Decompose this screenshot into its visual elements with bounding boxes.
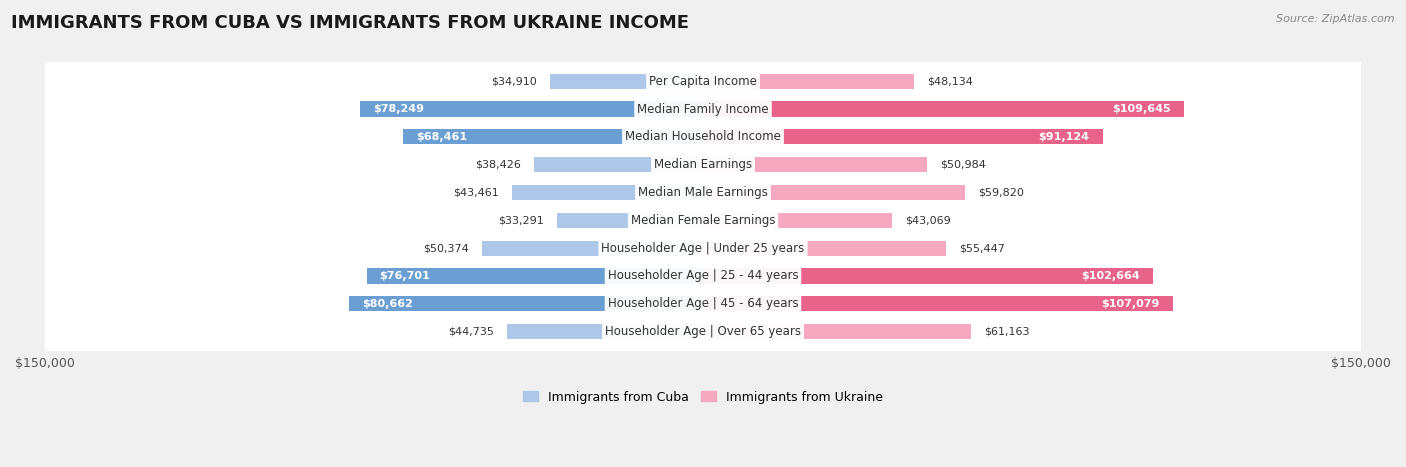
- Text: $38,426: $38,426: [475, 160, 522, 170]
- Text: $68,461: $68,461: [416, 132, 467, 142]
- FancyBboxPatch shape: [39, 0, 1367, 467]
- FancyBboxPatch shape: [39, 0, 1367, 467]
- Bar: [703, 157, 927, 172]
- Text: Per Capita Income: Per Capita Income: [650, 75, 756, 88]
- Text: Median Household Income: Median Household Income: [626, 130, 780, 143]
- Text: $50,984: $50,984: [939, 160, 986, 170]
- Text: Householder Age | 45 - 64 years: Householder Age | 45 - 64 years: [607, 297, 799, 310]
- Text: $59,820: $59,820: [979, 187, 1025, 198]
- Text: $44,735: $44,735: [447, 326, 494, 337]
- Text: $78,249: $78,249: [373, 104, 423, 114]
- Text: $109,645: $109,645: [1112, 104, 1171, 114]
- Text: IMMIGRANTS FROM CUBA VS IMMIGRANTS FROM UKRAINE INCOME: IMMIGRANTS FROM CUBA VS IMMIGRANTS FROM …: [11, 14, 689, 32]
- Bar: [534, 157, 703, 172]
- FancyBboxPatch shape: [39, 0, 1367, 467]
- Text: $50,374: $50,374: [423, 243, 468, 253]
- Bar: [349, 296, 703, 311]
- Bar: [703, 185, 966, 200]
- Bar: [512, 185, 703, 200]
- Bar: [703, 324, 972, 340]
- Text: $91,124: $91,124: [1039, 132, 1090, 142]
- Bar: [703, 101, 1184, 117]
- Bar: [557, 212, 703, 228]
- Text: Householder Age | Over 65 years: Householder Age | Over 65 years: [605, 325, 801, 338]
- Text: $43,069: $43,069: [905, 215, 950, 225]
- Bar: [360, 101, 703, 117]
- Legend: Immigrants from Cuba, Immigrants from Ukraine: Immigrants from Cuba, Immigrants from Uk…: [517, 386, 889, 409]
- Text: Median Male Earnings: Median Male Earnings: [638, 186, 768, 199]
- Bar: [402, 129, 703, 144]
- Text: $33,291: $33,291: [498, 215, 544, 225]
- FancyBboxPatch shape: [39, 0, 1367, 467]
- Bar: [703, 212, 891, 228]
- FancyBboxPatch shape: [39, 0, 1367, 467]
- Text: $102,664: $102,664: [1081, 271, 1140, 281]
- Text: Median Family Income: Median Family Income: [637, 103, 769, 115]
- Bar: [703, 296, 1173, 311]
- Text: $55,447: $55,447: [959, 243, 1005, 253]
- Text: Median Female Earnings: Median Female Earnings: [631, 214, 775, 227]
- Text: Householder Age | Under 25 years: Householder Age | Under 25 years: [602, 241, 804, 255]
- Bar: [703, 269, 1153, 283]
- Text: $107,079: $107,079: [1101, 299, 1160, 309]
- FancyBboxPatch shape: [39, 0, 1367, 467]
- Text: Source: ZipAtlas.com: Source: ZipAtlas.com: [1277, 14, 1395, 24]
- Bar: [703, 73, 914, 89]
- Bar: [506, 324, 703, 340]
- Text: $76,701: $76,701: [380, 271, 430, 281]
- Bar: [703, 241, 946, 256]
- FancyBboxPatch shape: [39, 0, 1367, 467]
- Text: $48,134: $48,134: [928, 76, 973, 86]
- Text: $80,662: $80,662: [363, 299, 413, 309]
- FancyBboxPatch shape: [39, 0, 1367, 467]
- Bar: [482, 241, 703, 256]
- Text: $34,910: $34,910: [491, 76, 537, 86]
- Bar: [550, 73, 703, 89]
- Text: $43,461: $43,461: [453, 187, 499, 198]
- Text: Householder Age | 25 - 44 years: Householder Age | 25 - 44 years: [607, 269, 799, 283]
- Text: $61,163: $61,163: [984, 326, 1031, 337]
- FancyBboxPatch shape: [39, 0, 1367, 467]
- Bar: [703, 129, 1102, 144]
- Text: Median Earnings: Median Earnings: [654, 158, 752, 171]
- Bar: [367, 269, 703, 283]
- FancyBboxPatch shape: [39, 0, 1367, 467]
